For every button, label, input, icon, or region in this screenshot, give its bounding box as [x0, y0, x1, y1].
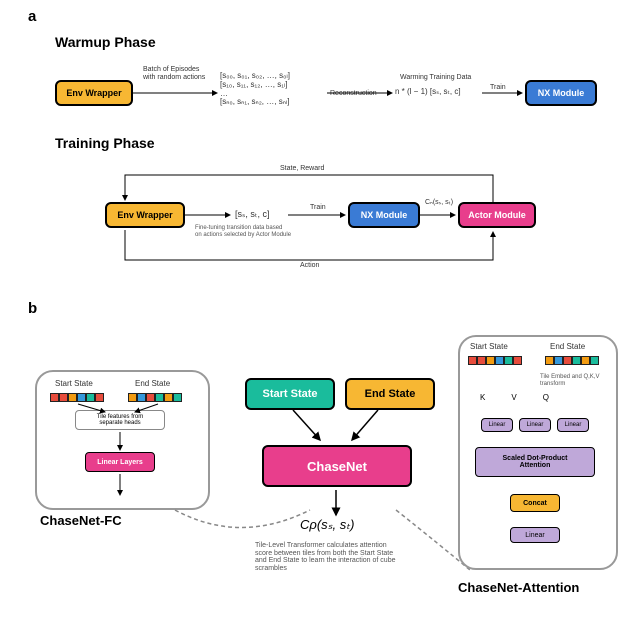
tuple-label: [sₛ, sₜ, c]: [235, 210, 270, 220]
warming-data-label: Warming Training Data: [400, 74, 471, 82]
attn-tiles-end: [545, 356, 599, 365]
attn-tile-caption: Tile Embed and Q,K,V transform: [540, 374, 615, 387]
panel-a-label: a: [28, 8, 36, 25]
attn-start-state: Start State: [470, 343, 508, 352]
c-label: Cₙ(sₛ, sₜ): [425, 199, 453, 207]
kqv-labels: K V Q: [480, 393, 549, 402]
fc-tiles-end: [128, 393, 182, 402]
episodes-matrix: [s₀₀, s₀₁, s₀₂, …, s₀ₗ] [s₁₀, s₁₁, s₁₂, …: [220, 72, 330, 107]
center-chasenet: ChaseNet: [262, 445, 412, 487]
attn-linear2: Linear: [510, 527, 560, 543]
panel-b-label: b: [28, 300, 37, 317]
attn-end-state: End State: [550, 343, 585, 352]
nx-module-box-training: NX Module: [348, 202, 420, 228]
train-label-1: Train: [490, 84, 506, 92]
center-end-state: End State: [345, 378, 435, 410]
center-start-state: Start State: [245, 378, 335, 410]
train-label-2: Train: [310, 204, 326, 212]
attn-concat: Concat: [510, 494, 560, 512]
env-wrapper-box-training: Env Wrapper: [105, 202, 185, 228]
state-reward-label: State, Reward: [280, 165, 324, 173]
fc-start-state: Start State: [55, 380, 93, 389]
fc-title: ChaseNet-FC: [40, 513, 122, 528]
formula-label: n * (l − 1) [sₛ, sₜ, c]: [395, 88, 461, 97]
fc-linear-layers: Linear Layers: [85, 452, 155, 472]
k-label: K: [480, 393, 485, 402]
attn-tiles-start: [468, 356, 522, 365]
v-label: V: [511, 393, 516, 402]
center-caption: Tile-Level Transformer calculates attent…: [255, 542, 430, 573]
center-output: Cρ(sₛ, sₜ): [300, 517, 354, 533]
fc-tile-caption: Tile features from separate heads: [75, 410, 165, 430]
q-label: Q: [543, 393, 549, 402]
env-wrapper-box: Env Wrapper: [55, 80, 133, 106]
actor-module-box: Actor Module: [458, 202, 536, 228]
attn-linear-q: Linear: [557, 418, 589, 432]
warmup-title: Warmup Phase: [55, 34, 156, 50]
attn-linear-k: Linear: [481, 418, 513, 432]
batch-caption: Batch of Episodes with random actions: [143, 66, 213, 81]
fc-end-state: End State: [135, 380, 170, 389]
attn-linear-v: Linear: [519, 418, 551, 432]
action-label: Action: [300, 262, 319, 270]
attn-title: ChaseNet-Attention: [458, 580, 579, 595]
fine-tuning-caption: Fine-tuning transition data based on act…: [195, 225, 325, 238]
training-title: Training Phase: [55, 135, 155, 151]
chasenet-fc-panel: [35, 370, 210, 510]
nx-module-box-warmup: NX Module: [525, 80, 597, 106]
reconstruction-label: Reconstruction: [330, 90, 377, 98]
fc-tiles-start: [50, 393, 104, 402]
attn-attention-box: Scaled Dot-Product Attention: [475, 447, 595, 477]
